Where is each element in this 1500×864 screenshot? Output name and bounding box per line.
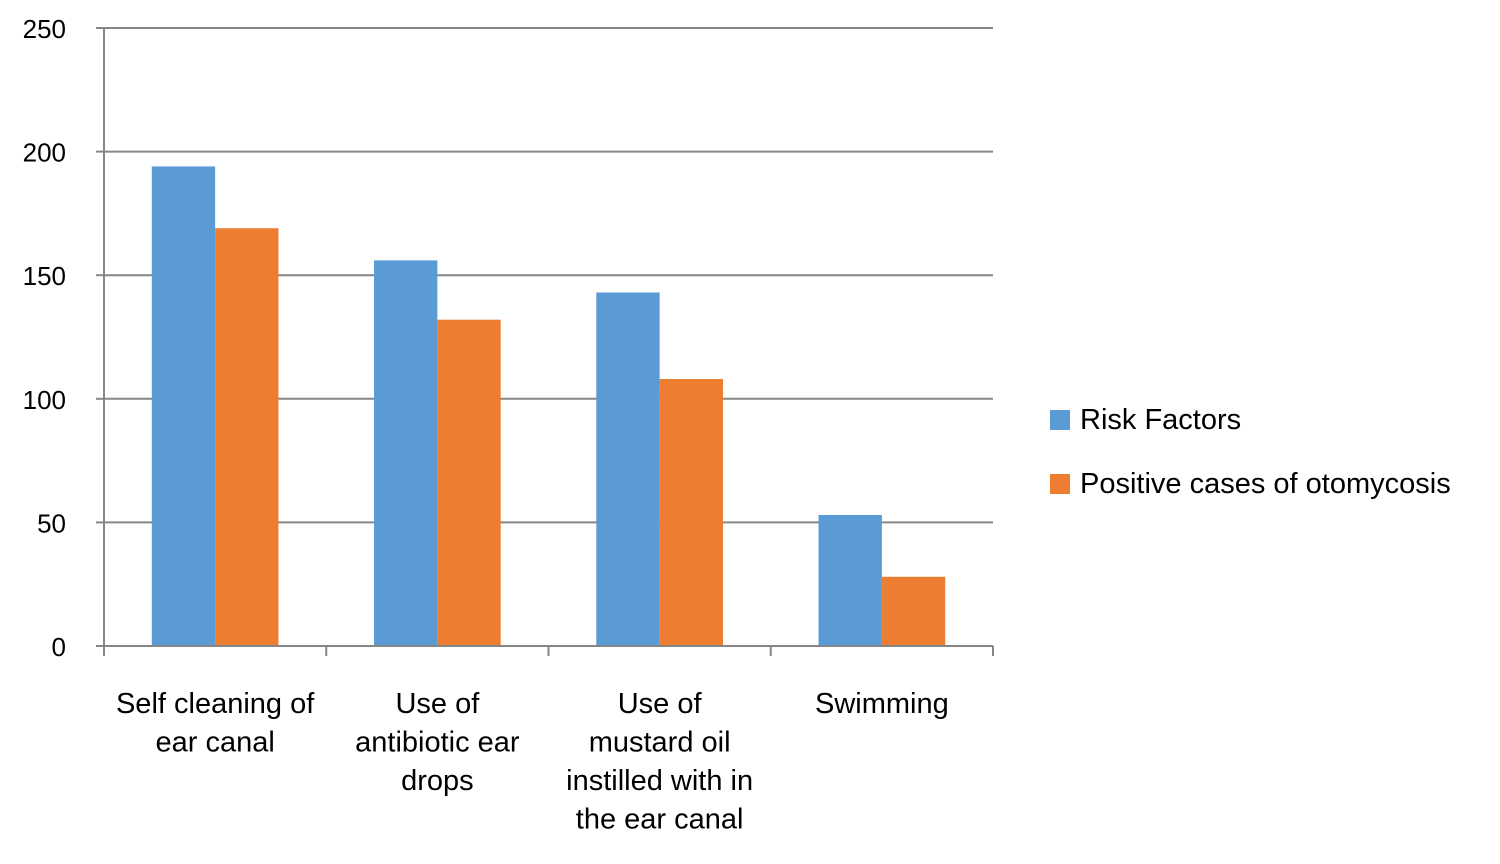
x-tick-label: Swimming bbox=[815, 688, 949, 720]
y-tick-label: 150 bbox=[23, 261, 66, 291]
legend-swatch-positive-cases bbox=[1050, 474, 1070, 494]
bar bbox=[596, 292, 660, 646]
bar bbox=[215, 228, 279, 646]
bar bbox=[374, 260, 438, 646]
x-tick-label: Self cleaning of ear canal bbox=[116, 688, 315, 759]
legend-item-risk-factors: Risk Factors bbox=[1050, 388, 1451, 452]
tick-labels: 0 50 100 150 200 250 Self cleaning of ear canal… bbox=[23, 14, 949, 836]
bar bbox=[437, 319, 501, 646]
bar bbox=[151, 166, 216, 646]
bar bbox=[881, 576, 946, 646]
x-tick-label: Use of mustard oil instilled with in the ea… bbox=[566, 688, 753, 836]
x-tick-label: Use of antibiotic ear drops bbox=[355, 688, 520, 797]
bar bbox=[818, 514, 882, 646]
y-tick-label: 50 bbox=[37, 508, 66, 538]
legend: Risk Factors Positive cases of otomycosi… bbox=[1050, 388, 1451, 516]
legend-label-positive-cases: Positive cases of otomycosis bbox=[1080, 467, 1451, 500]
axes bbox=[96, 27, 994, 656]
legend-label-risk-factors: Risk Factors bbox=[1080, 403, 1242, 436]
bars bbox=[151, 166, 946, 646]
legend-swatch-risk-factors bbox=[1050, 410, 1070, 430]
y-tick-label: 200 bbox=[23, 138, 66, 168]
y-tick-label: 250 bbox=[23, 14, 66, 44]
bar bbox=[659, 379, 723, 646]
y-tick-label: 0 bbox=[52, 632, 66, 662]
y-tick-label: 100 bbox=[23, 385, 66, 415]
legend-item-positive-cases: Positive cases of otomycosis bbox=[1050, 452, 1451, 516]
